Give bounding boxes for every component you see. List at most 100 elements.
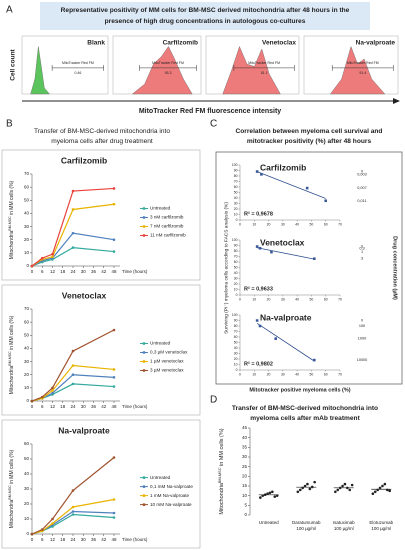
y-tick-label: 50 — [234, 265, 238, 269]
x-tick-label: 30 — [281, 297, 285, 301]
legend-marker — [142, 360, 146, 363]
y-tick-label: 30 — [234, 351, 238, 355]
panel-title: Representative positivity of MM cells fo… — [61, 7, 350, 14]
concentration-label: 100 — [359, 324, 365, 328]
label-part: Mitochondria — [9, 499, 15, 528]
x-tick-label: 18 — [60, 537, 66, 542]
data-point — [298, 488, 302, 492]
y-tick-label: 40 — [24, 346, 30, 351]
data-point — [71, 373, 75, 377]
y-tick-label: 20 — [242, 474, 248, 479]
y-tick-label: 80 — [234, 324, 238, 328]
x-tick-label: 18 — [60, 269, 66, 274]
data-point — [338, 486, 342, 490]
data-point — [258, 246, 262, 250]
gate-label: MitoTracker Red FM — [62, 61, 94, 65]
y-tick-label: 10 — [234, 212, 238, 216]
data-point — [371, 492, 375, 496]
y-tick-label: 80 — [234, 249, 238, 253]
panel-title: myeloma cells after drug treatment — [51, 138, 153, 145]
x-tick-label: 40 — [295, 372, 299, 376]
data-point — [341, 484, 344, 488]
legend-marker — [142, 494, 146, 497]
data-point — [112, 250, 116, 253]
label-part: Mitochondria — [9, 365, 15, 394]
y-axis-label: Surviving (PI⁻) myeloma cells according … — [223, 202, 229, 334]
r-squared: R² = 0,9802 — [244, 360, 273, 367]
data-point — [112, 376, 116, 379]
legend-marker — [142, 351, 146, 354]
chart-title: Venetoclax — [260, 237, 305, 247]
x-tick-label: 30 — [81, 537, 87, 542]
data-point — [275, 494, 279, 497]
legend-marker — [142, 476, 146, 479]
data-point — [266, 492, 269, 496]
label-sup: BM-MSC — [8, 485, 12, 500]
data-point — [112, 368, 116, 371]
legend-label: 1 µM venetoclax — [150, 359, 184, 364]
chart-title: Transfer of BM-MSC-derived mitochondria … — [232, 405, 378, 412]
y-tick-label: 10 — [24, 385, 30, 390]
panel-title: presence of high drug concentrations in … — [105, 18, 306, 25]
label-part: Mitochondria — [9, 230, 15, 259]
data-point — [255, 170, 259, 173]
y-tick-label: 30 — [24, 486, 30, 491]
data-point — [112, 498, 116, 501]
data-point — [346, 486, 349, 490]
data-point — [40, 528, 44, 531]
panel-frame — [215, 151, 403, 385]
legend-label: 7 nM carfilzomib — [150, 224, 184, 229]
data-point — [30, 399, 34, 403]
panel-title: mitotracker positivity (%) after 48 hour… — [247, 138, 372, 145]
data-point — [301, 486, 304, 490]
y-tick-label: 90 — [234, 318, 238, 322]
y-tick-label: 30 — [234, 201, 238, 205]
y-tick-label: 70 — [234, 254, 238, 258]
title-box — [40, 2, 370, 30]
data-point — [312, 257, 316, 260]
y-tick-label: 20 — [24, 372, 30, 377]
concentration-label: 0 — [361, 319, 363, 323]
data-point — [385, 488, 389, 492]
histogram-curve — [329, 45, 386, 95]
y-axis-label: Cell count — [10, 48, 17, 80]
chart-frame — [1, 149, 201, 281]
x-tick-label: 30 — [281, 222, 285, 226]
data-point — [273, 495, 277, 498]
x-axis-label: Time (hours) — [122, 269, 148, 274]
y-tick-label: 10 — [234, 362, 238, 366]
y-tick-label: 0 — [26, 398, 29, 403]
label-part: in MM cells (%) — [9, 180, 15, 216]
x-tick-label: 24 — [70, 269, 76, 274]
y-tick-label: 60 — [234, 260, 238, 264]
y-tick-label: 0 — [236, 368, 238, 372]
y-tick-label: 60 — [24, 441, 30, 446]
data-point — [381, 484, 384, 488]
trend-line — [256, 322, 315, 362]
y-tick-label: 90 — [234, 168, 238, 172]
x-tick-label: 42 — [101, 537, 107, 542]
y-tick-label: 0 — [244, 512, 247, 517]
x-axis-label: Time (hours) — [122, 404, 148, 409]
data-point — [40, 395, 44, 399]
y-tick-label: 5 — [244, 503, 247, 508]
y-tick-label: 60 — [24, 319, 30, 324]
y-tick-label: 0 — [236, 218, 238, 222]
x-tick-label: 36 — [91, 537, 97, 542]
y-tick-label: 100 — [232, 313, 238, 317]
y-tick-label: 60 — [24, 184, 30, 189]
legend-label: 0,1 mM Na-valproate — [150, 484, 193, 489]
data-point — [71, 349, 75, 353]
x-tick-label: 12 — [50, 404, 56, 409]
x-axis-label: Mitotracker positive myeloma cells (%) — [249, 387, 350, 393]
x-tick-label: 30 — [81, 404, 87, 409]
legend-marker — [142, 342, 146, 345]
x-tick-label: 0 — [31, 537, 34, 542]
data-point — [255, 319, 259, 322]
x-axis-label: Time (hours) — [122, 537, 148, 542]
x-tick-label: 42 — [101, 404, 107, 409]
y-tick-label: 50 — [24, 197, 30, 202]
x-tick-label: Daratumumab — [292, 520, 321, 525]
y-tick-label: 20 — [24, 501, 30, 506]
concentration-label: 10000 — [357, 358, 368, 362]
